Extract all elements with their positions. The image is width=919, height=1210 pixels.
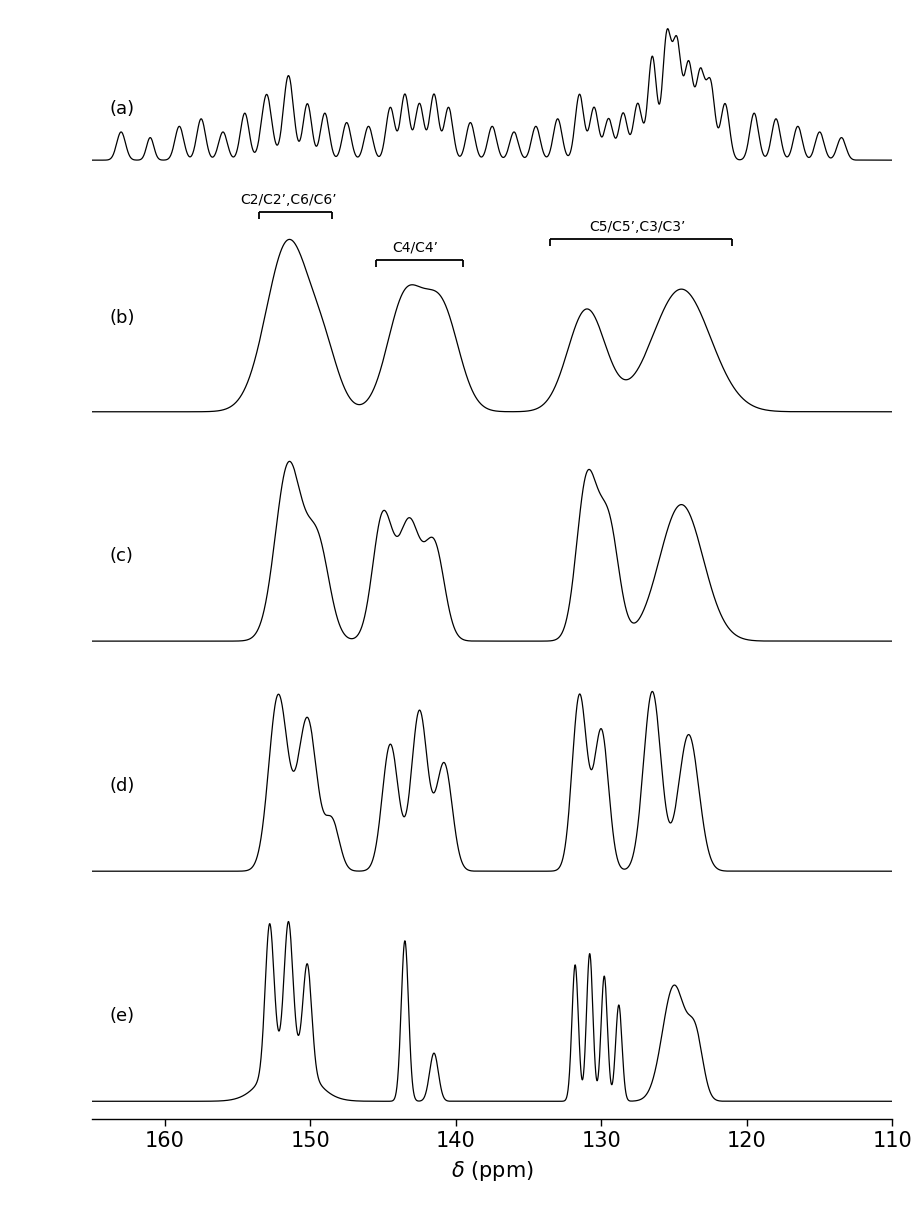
Text: C5/C5’,C3/C3’: C5/C5’,C3/C3’: [589, 220, 686, 235]
Text: (d): (d): [109, 777, 135, 795]
Text: (b): (b): [109, 309, 135, 327]
Text: C2/C2’,C6/C6’: C2/C2’,C6/C6’: [240, 192, 336, 207]
Text: (e): (e): [109, 1007, 134, 1025]
X-axis label: $\delta$ (ppm): $\delta$ (ppm): [450, 1159, 533, 1183]
Text: (c): (c): [109, 547, 133, 565]
Text: (a): (a): [109, 99, 134, 117]
Text: C4/C4’: C4/C4’: [391, 241, 437, 255]
